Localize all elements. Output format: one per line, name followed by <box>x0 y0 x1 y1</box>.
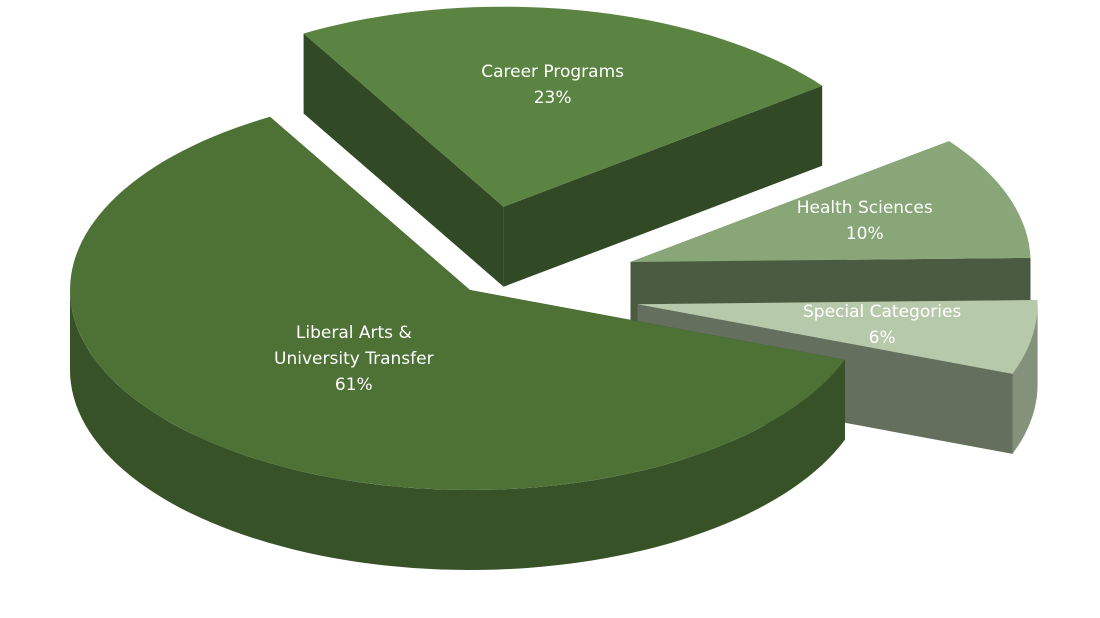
category-label: Health Sciences <box>796 198 933 219</box>
slice <box>303 6 823 207</box>
slice-side <box>1012 304 1038 454</box>
category-label: Special Categories <box>802 301 962 322</box>
value-label: 10% <box>845 224 884 245</box>
slice-label: Liberal Arts & University Transfer 61% <box>254 320 454 398</box>
value-label: 23% <box>533 88 572 109</box>
slice <box>637 300 1038 374</box>
slice-side <box>503 85 823 287</box>
value-label: 61% <box>334 374 373 395</box>
slice <box>630 141 1031 262</box>
slice-label: Career Programs 23% <box>443 59 663 111</box>
value-label: 6% <box>868 327 896 348</box>
slice <box>70 116 845 491</box>
slice-side <box>303 33 504 287</box>
slice-side <box>70 290 845 570</box>
slice-label: Health Sciences 10% <box>755 195 975 247</box>
slice-label: Special Categories 6% <box>772 299 992 351</box>
category-label: Liberal Arts & University Transfer <box>274 322 434 369</box>
category-label: Career Programs <box>481 62 625 83</box>
